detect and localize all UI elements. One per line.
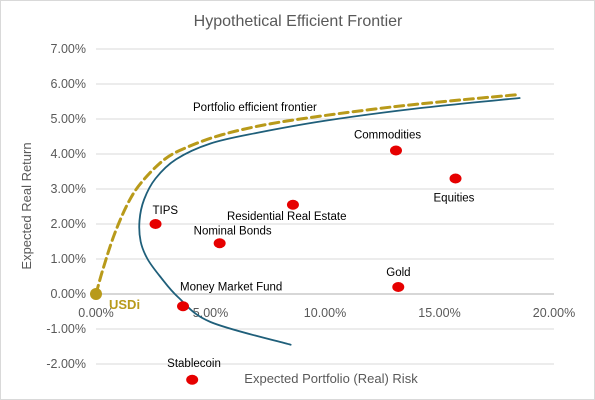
- y-tick-label: 7.00%: [51, 42, 86, 56]
- y-tick-label: 0.00%: [51, 287, 86, 301]
- point-label: Equities: [434, 193, 475, 205]
- x-axis-title: Expected Portfolio (Real) Risk: [244, 371, 418, 386]
- data-point: [186, 374, 199, 385]
- y-tick-label: 2.00%: [51, 217, 86, 231]
- point-label: TIPS: [153, 205, 179, 217]
- data-point: [286, 199, 299, 210]
- chart-title: Hypothetical Efficient Frontier: [194, 13, 403, 30]
- series-lines: [94, 93, 522, 346]
- x-tick-label: 15.00%: [418, 306, 460, 320]
- data-point: [213, 238, 226, 249]
- y-tick-label: -1.00%: [46, 322, 86, 336]
- usdi-frontier-line: [94, 93, 522, 296]
- x-tick-label: 10.00%: [304, 306, 346, 320]
- usdi-point: [90, 288, 102, 300]
- data-point: [177, 301, 190, 312]
- data-point: [392, 282, 405, 292]
- point-label: Commodities: [354, 130, 421, 142]
- y-tick-label: -2.00%: [46, 357, 86, 371]
- x-tick-label: 5.00%: [193, 306, 228, 320]
- point-label: Nominal Bonds: [194, 225, 272, 237]
- data-points: TIPS Nominal Bonds Residential Real Estate…: [90, 130, 475, 385]
- y-tick-label: 4.00%: [51, 147, 86, 161]
- point-label: Gold: [386, 267, 410, 279]
- y-tick-label: 6.00%: [51, 77, 86, 91]
- point-label: Money Market Fund: [180, 281, 282, 293]
- data-point: [149, 219, 162, 229]
- x-tick-label: 20.00%: [533, 306, 575, 320]
- data-point: [389, 145, 402, 156]
- frontier-series-label: Portfolio efficient frontier: [193, 102, 317, 114]
- usdi-label: USDi: [109, 297, 140, 312]
- point-label: Stablecoin: [167, 358, 221, 370]
- y-axis-title: Expected Real Return: [19, 142, 34, 269]
- tick-labels: -2.00% -1.00% 0.00% 1.00% 2.00% 3.00% 4.00% 5.0…: [46, 42, 575, 371]
- y-tick-label: 5.00%: [51, 112, 86, 126]
- data-point: [449, 173, 462, 184]
- portfolio-frontier-line: [138, 97, 521, 346]
- y-tick-label: 1.00%: [51, 252, 86, 266]
- x-tick-label: 0.00%: [78, 306, 113, 320]
- point-label: Residential Real Estate: [227, 211, 347, 223]
- y-tick-label: 3.00%: [51, 182, 86, 196]
